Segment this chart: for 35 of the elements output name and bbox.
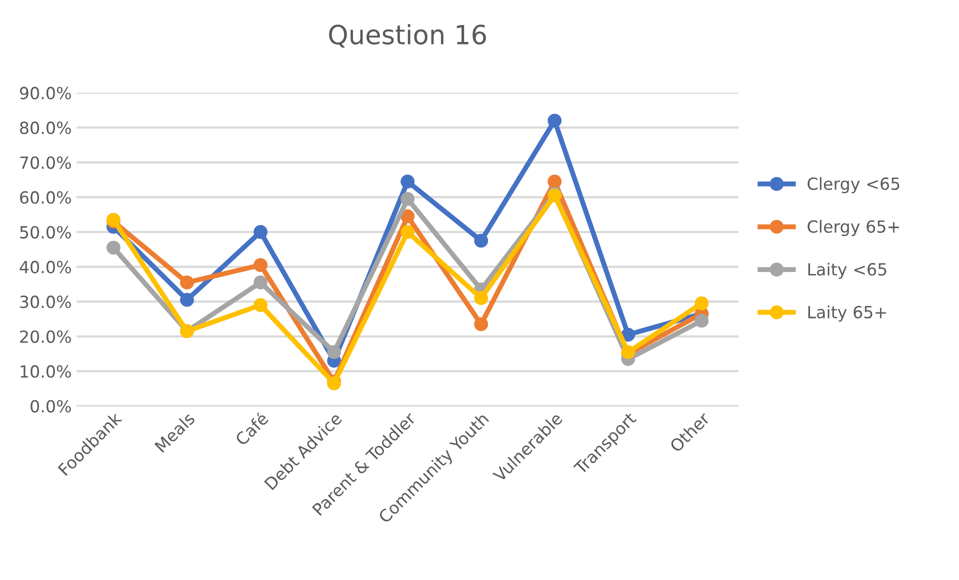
y-tick-label: 30.0% <box>20 296 71 308</box>
y-tick-label: 40.0% <box>20 260 71 274</box>
point <box>106 240 120 255</box>
legend-label: Clergy 65+ <box>808 220 899 236</box>
point <box>400 209 415 224</box>
y-tick-label: 80.0% <box>20 122 71 134</box>
point <box>254 258 268 272</box>
point <box>694 314 709 328</box>
point <box>548 174 562 188</box>
point <box>474 317 488 332</box>
point <box>400 174 415 188</box>
legend-label: Laity 65+ <box>808 306 886 322</box>
legend-label: Clergy <65 <box>808 177 900 194</box>
point <box>400 192 415 206</box>
y-tick-label: 70.0% <box>20 156 71 169</box>
point <box>254 276 268 290</box>
point <box>474 234 488 248</box>
point <box>400 225 415 239</box>
y-tick-label: 90.0% <box>20 86 71 100</box>
point <box>180 276 194 290</box>
point <box>254 298 268 312</box>
point <box>474 291 488 306</box>
y-tick-label: 10.0% <box>20 365 71 378</box>
y-tick-label: 50.0% <box>20 226 71 239</box>
y-tick-label: 60.0% <box>20 191 71 204</box>
y-tick-label: 0.0% <box>30 400 71 413</box>
point <box>180 292 194 307</box>
point <box>621 328 636 342</box>
point <box>254 225 268 239</box>
chart-title: Question 16 <box>329 24 486 48</box>
legend-label: Laity <65 <box>808 262 886 279</box>
point <box>694 296 709 310</box>
y-tick-label: 20.0% <box>20 330 71 343</box>
point <box>548 114 562 128</box>
point <box>327 345 341 360</box>
